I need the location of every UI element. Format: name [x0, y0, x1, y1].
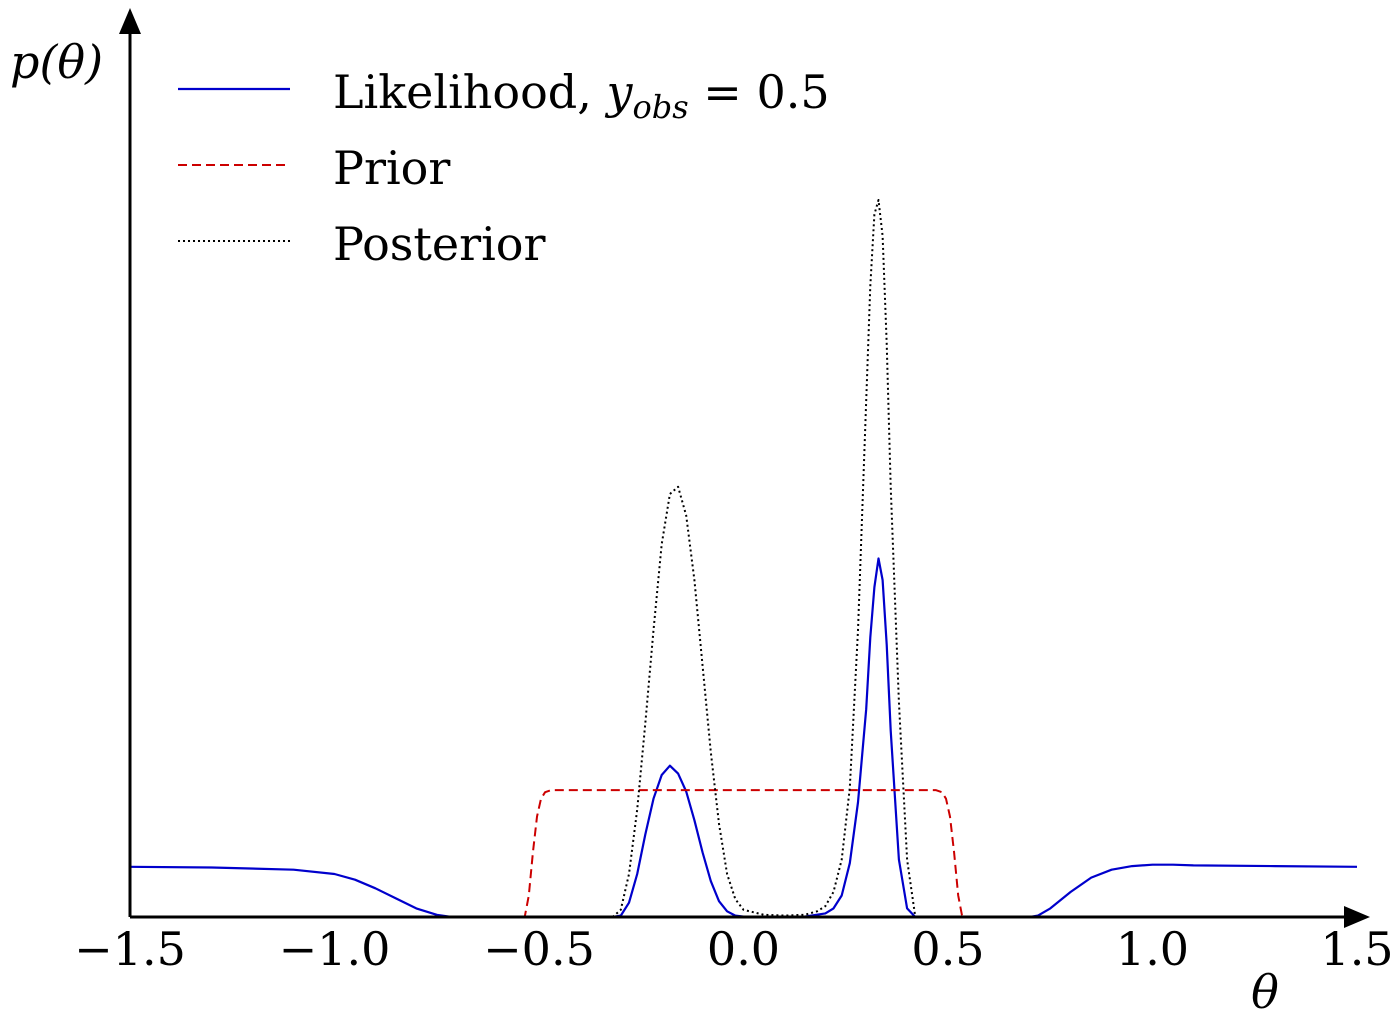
x-tick-label: 1.0 [1116, 922, 1189, 976]
x-tick-label: 0.0 [707, 922, 780, 976]
series-line-posterior [611, 199, 917, 918]
x-ticks: −1.5 −1.0 −0.5 0.0 0.5 1.0 1.5 [74, 922, 1393, 976]
x-tick-label: −1.5 [74, 922, 186, 976]
legend-label-likelihood-main: Likelihood, [333, 65, 606, 119]
x-tick-label: −1.0 [279, 922, 391, 976]
legend-label-prior: Prior [333, 141, 450, 195]
series-line-likelihood [129, 557, 1358, 919]
series-line-prior [130, 789, 1357, 918]
x-tick-label: −0.5 [483, 922, 595, 976]
axes [119, 8, 1370, 928]
y-axis-label: p(θ) [10, 35, 103, 89]
legend-label-likelihood-sub: obs [632, 88, 688, 126]
x-tick-label: 1.5 [1320, 922, 1393, 976]
legend-label-likelihood-rest: = 0.5 [689, 65, 830, 119]
legend-label-likelihood-var: y [604, 65, 633, 119]
plot-lines [129, 199, 1358, 919]
legend-label-likelihood: Likelihood, yobs = 0.5 [333, 65, 830, 126]
legend-label-posterior: Posterior [333, 217, 545, 271]
y-axis-arrowhead [119, 8, 141, 34]
legend: Likelihood, yobs = 0.5 Prior Posterior [178, 65, 830, 271]
x-axis-label: θ [1251, 965, 1279, 1019]
x-axis-arrowhead [1344, 906, 1370, 928]
x-tick-label: 0.5 [911, 922, 984, 976]
